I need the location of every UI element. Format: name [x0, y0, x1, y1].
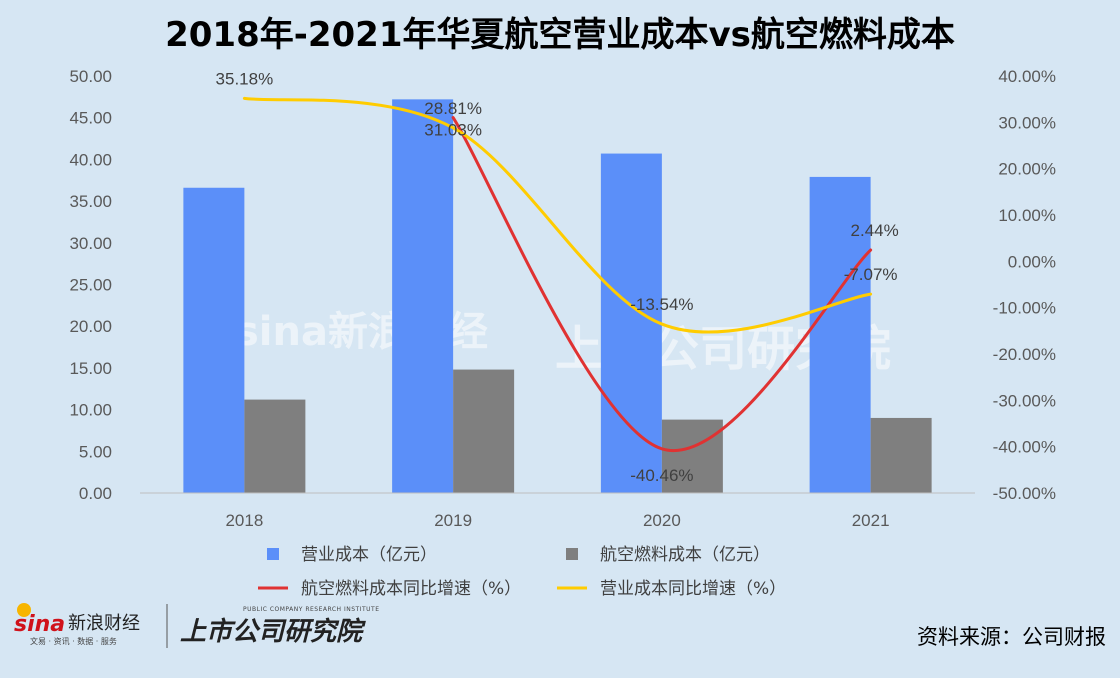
- y-right-tick-label: 0.00%: [1008, 252, 1056, 271]
- y-right-tick-label: 30.00%: [998, 113, 1056, 132]
- y-left-tick-label: 0.00: [79, 484, 112, 503]
- x-tick-label: 2020: [643, 511, 681, 530]
- data-label: 2.44%: [851, 221, 899, 240]
- x-tick-label: 2018: [225, 511, 263, 530]
- y-left-tick-label: 20.00: [69, 317, 112, 336]
- bar-operating-cost: [183, 187, 245, 494]
- y-left-tick-label: 5.00: [79, 442, 112, 461]
- y-right-tick-label: -50.00%: [993, 484, 1056, 503]
- y-left-tick-label: 45.00: [69, 109, 112, 128]
- cost-growth-line: [242, 96, 873, 334]
- bar-fuel-cost: [870, 417, 932, 493]
- data-label: -13.54%: [630, 295, 693, 314]
- bars-group: [183, 99, 932, 494]
- y-right-tick-label: -30.00%: [993, 391, 1056, 410]
- data-label: 31.03%: [424, 121, 482, 140]
- y-right-tick-label: -20.00%: [993, 345, 1056, 364]
- data-label: 28.81%: [424, 99, 482, 118]
- y-left-tick-label: 35.00: [69, 192, 112, 211]
- sina-logo-text: sina: [14, 612, 65, 637]
- institute-logo-en: PUBLIC COMPANY RESEARCH INSTITUTE: [243, 606, 379, 613]
- data-label: -7.07%: [844, 265, 898, 284]
- x-tick-label: 2019: [434, 511, 472, 530]
- y-axis-right: -50.00% -40.00% -30.00% -20.00% -10.00% 0.00%…: [993, 67, 1056, 503]
- x-axis: 2018 2019 2020 2021: [140, 492, 975, 530]
- y-axis-left: 0.00 5.00 10.00 15.00 20.00 25.00 30.00 35.00 40…: [69, 67, 112, 503]
- y-left-tick-label: 50.00: [69, 67, 112, 86]
- y-left-tick-label: 40.00: [69, 150, 112, 169]
- y-right-tick-label: -10.00%: [993, 299, 1056, 318]
- y-right-tick-label: -40.00%: [993, 438, 1056, 457]
- legend-label: 营业成本同比增速（%）: [600, 579, 786, 599]
- sina-logo-sub: 文易 · 资讯 · 数据 · 服务: [30, 636, 117, 646]
- y-left-tick-label: 15.00: [69, 359, 112, 378]
- y-left-tick-label: 25.00: [69, 276, 112, 295]
- bar-operating-cost: [600, 153, 662, 493]
- chart-title: 2018年-2021年华夏航空营业成本vs航空燃料成本: [165, 15, 955, 55]
- bar-fuel-cost: [244, 399, 306, 493]
- y-right-tick-label: 20.00%: [998, 160, 1056, 179]
- data-label: -40.46%: [630, 466, 693, 485]
- y-right-tick-label: 10.00%: [998, 206, 1056, 225]
- lines-group: [242, 96, 873, 453]
- institute-logo-cn: 上市公司研究院: [180, 617, 366, 647]
- legend-label: 航空燃料成本同比增速（%）: [301, 579, 521, 599]
- bar-operating-cost: [392, 99, 454, 494]
- data-label: 35.18%: [216, 69, 274, 88]
- y-left-tick-label: 10.00: [69, 401, 112, 420]
- sina-logo-cn: 新浪财经: [68, 613, 140, 634]
- x-tick-label: 2021: [852, 511, 890, 530]
- legend-label: 营业成本（亿元）: [301, 545, 437, 565]
- institute-logo: PUBLIC COMPANY RESEARCH INSTITUTE 上市公司研究…: [180, 606, 379, 647]
- bar-fuel-cost: [453, 369, 515, 493]
- legend-swatch: [267, 548, 279, 560]
- legend-label: 航空燃料成本（亿元）: [600, 545, 770, 565]
- legend-swatch: [566, 548, 578, 560]
- y-right-tick-label: 40.00%: [998, 67, 1056, 86]
- y-left-tick-label: 30.00: [69, 234, 112, 253]
- sina-logo: sina 新浪财经 文易 · 资讯 · 数据 · 服务: [14, 603, 140, 646]
- bar-fuel-cost: [661, 419, 723, 493]
- fuel-growth-line: [451, 116, 873, 453]
- bar-operating-cost: [809, 176, 871, 493]
- data-labels: 31.03% -40.46% 2.44% 35.18% 28.81% -13.54% -7.…: [216, 69, 899, 484]
- source-note: 资料来源：公司财报: [917, 625, 1106, 649]
- legend: 营业成本（亿元） 航空燃料成本（亿元） 航空燃料成本同比增速（%） 营业成本同比增速（…: [258, 545, 786, 599]
